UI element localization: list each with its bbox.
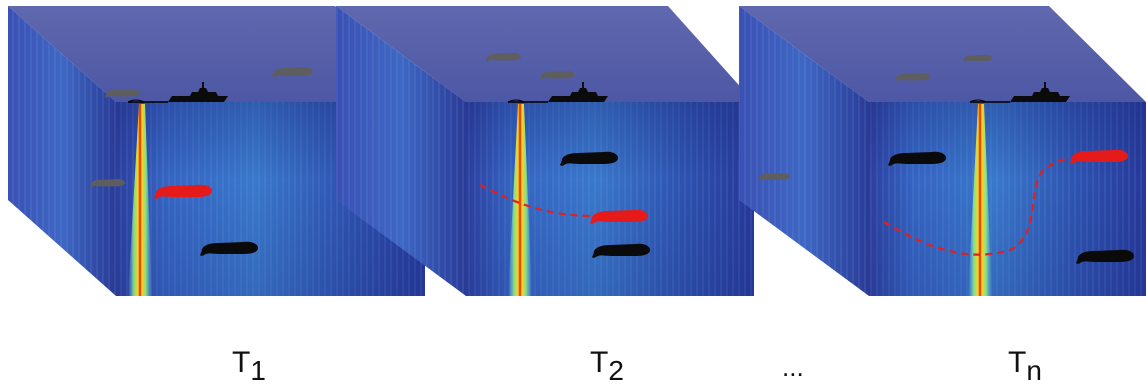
time-label-base: T: [590, 346, 608, 379]
time-label-subscript: n: [1026, 355, 1042, 386]
time-label-base: T: [232, 346, 250, 379]
time-label-tn: Tn: [1008, 346, 1042, 387]
time-label-base: T: [1008, 346, 1026, 379]
time-label-subscript: 1: [250, 355, 266, 386]
volume-tn: [739, 6, 1146, 296]
ellipsis: ...: [782, 352, 804, 383]
time-label-t2: T2: [590, 346, 624, 387]
time-label-t1: T1: [232, 346, 266, 387]
time-label-subscript: 2: [608, 355, 624, 386]
